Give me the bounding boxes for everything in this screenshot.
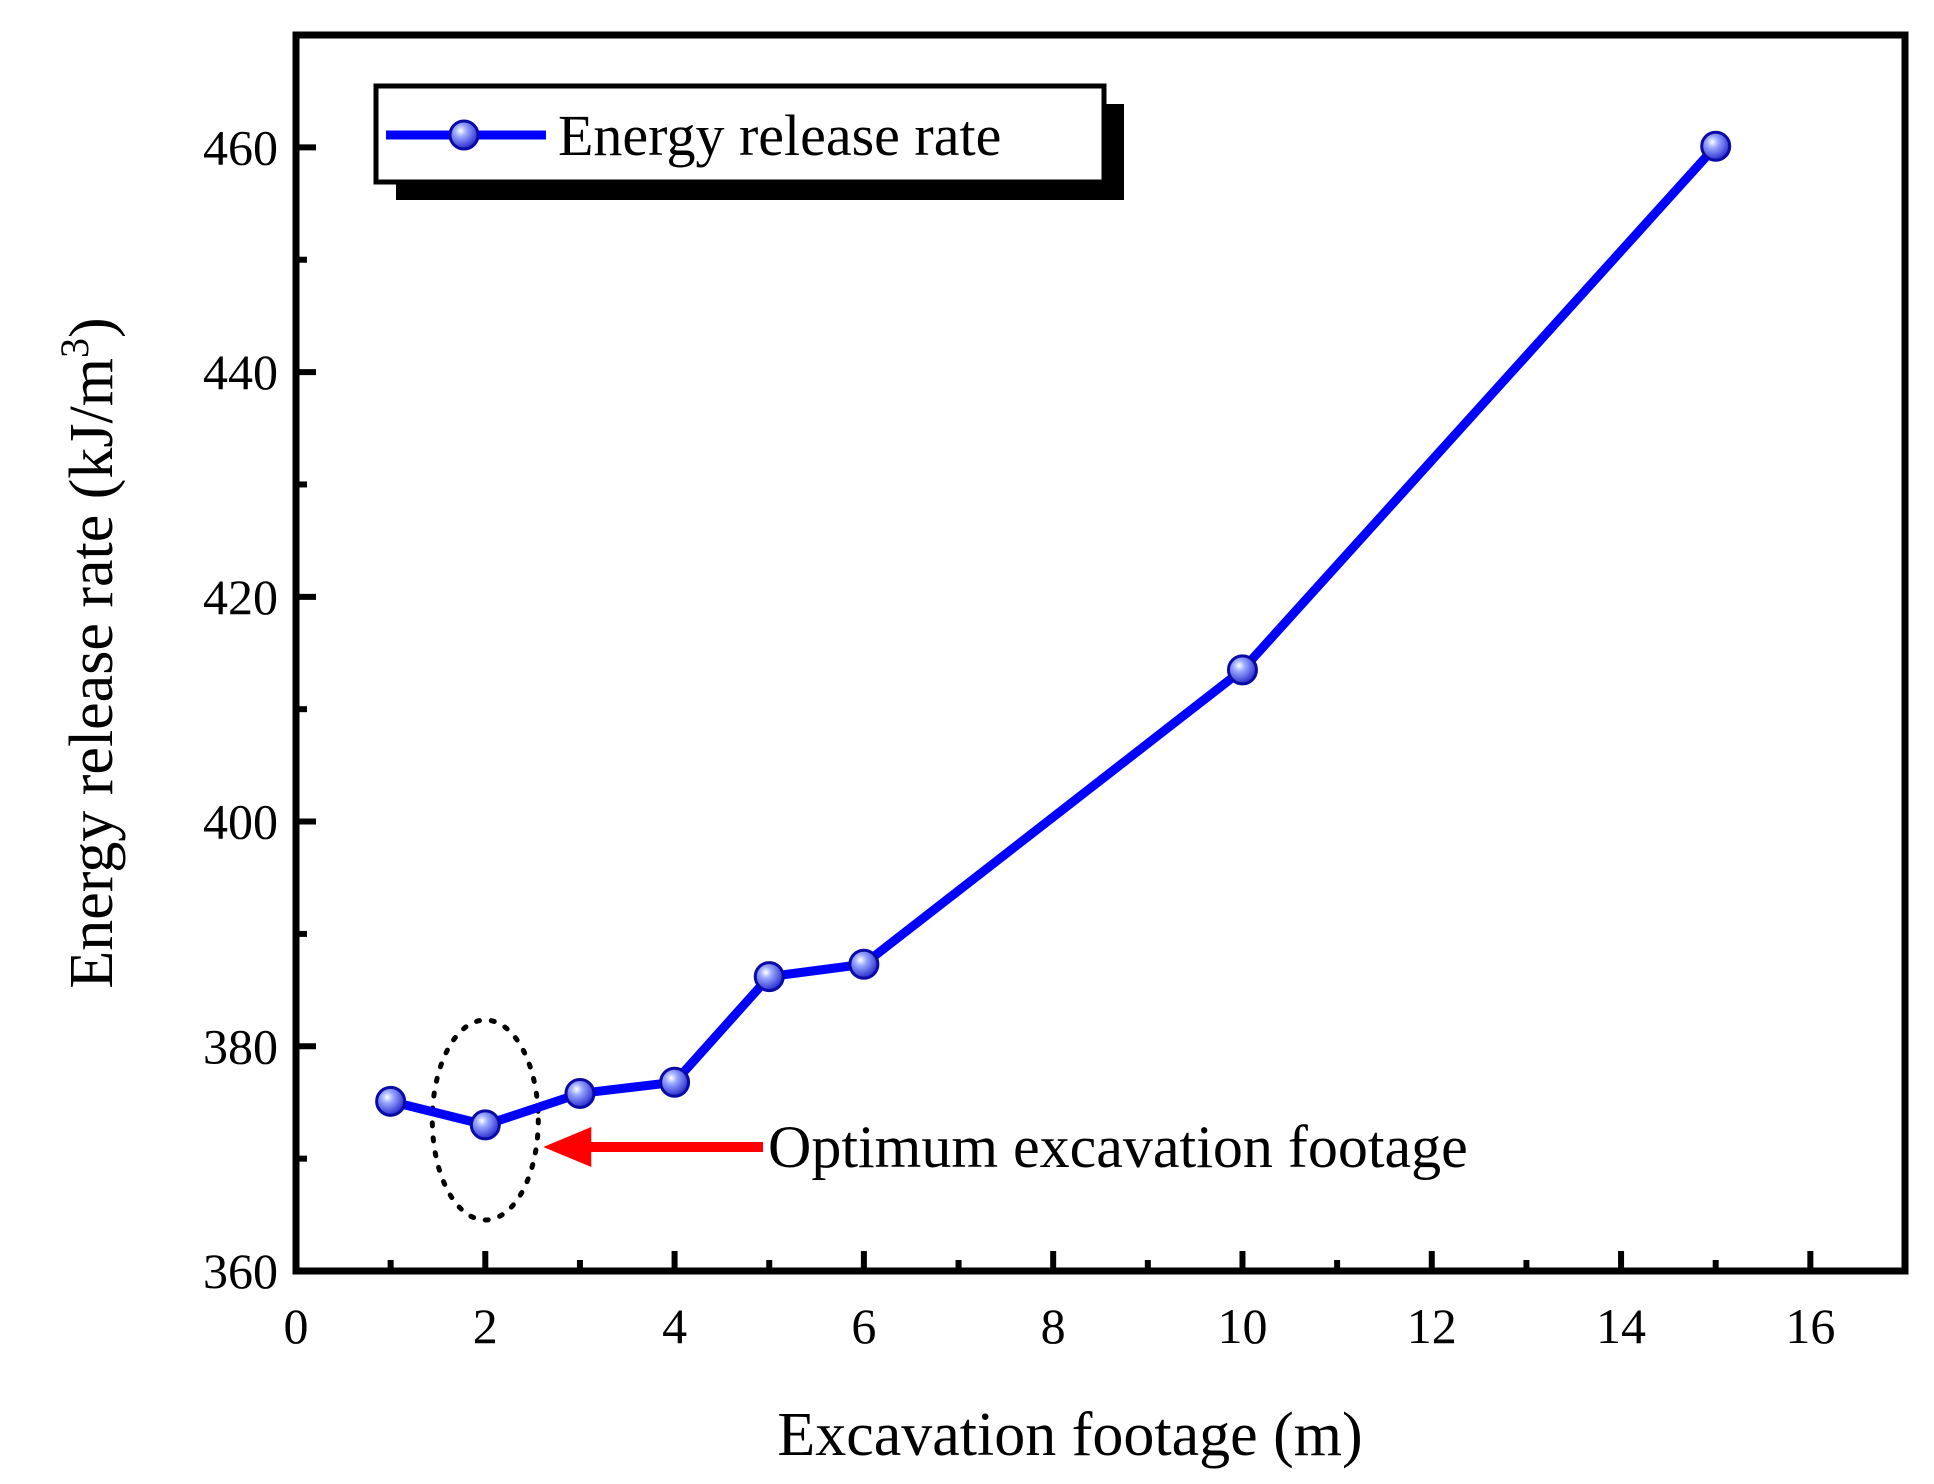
data-point (469, 1109, 501, 1141)
x-tick-label: 0 (284, 1298, 309, 1354)
x-tick-label: 10 (1217, 1298, 1267, 1354)
y-axis-title-main: Energy release rate (kJ/m (58, 358, 126, 989)
y-axis-title-superscript: 3 (52, 338, 97, 358)
y-tick-label: 360 (203, 1243, 278, 1299)
optimum-annotation-text: Optimum excavation footage (768, 1114, 1468, 1180)
y-tick-label: 460 (203, 119, 278, 175)
legend-marker (448, 119, 480, 151)
data-point (848, 948, 880, 980)
x-axis-title: Excavation footage (m) (777, 1401, 1362, 1469)
annotation: Optimum excavation footage (429, 1017, 1468, 1223)
x-tick-label: 4 (662, 1298, 687, 1354)
optimum-ellipse (429, 1017, 541, 1223)
plot-frame (292, 31, 1909, 1275)
axis-ticks (293, 144, 1814, 1274)
series-line (389, 143, 1720, 1130)
y-axis-title: Energy release rate (kJ/m3) (52, 317, 126, 988)
x-tick-label: 2 (473, 1298, 498, 1354)
y-tick-label: 380 (203, 1018, 278, 1074)
x-tick-label: 6 (851, 1298, 876, 1354)
x-tick-label: 12 (1407, 1298, 1457, 1354)
legend: Energy release rate (373, 83, 1124, 200)
optimum-arrow-head (543, 1127, 592, 1167)
data-point (1700, 130, 1732, 162)
y-axis-title-close: ) (58, 317, 126, 338)
data-point (659, 1066, 691, 1098)
x-tick-label: 14 (1596, 1298, 1646, 1354)
data-point (753, 961, 785, 993)
y-tick-label: 420 (203, 569, 278, 625)
legend-label: Energy release rate (558, 103, 1001, 168)
y-tick-label: 440 (203, 344, 278, 400)
y-tick-label: 400 (203, 794, 278, 850)
data-point (375, 1085, 407, 1117)
x-tick-label: 8 (1041, 1298, 1066, 1354)
x-tick-label: 16 (1785, 1298, 1835, 1354)
data-point (564, 1077, 596, 1109)
axis-tick-labels: 0 2 4 6 8 10 12 14 16 360 380 400 420 440 460 (203, 119, 1835, 1354)
data-point (1226, 654, 1258, 686)
series-energy-release-rate (375, 130, 1732, 1141)
